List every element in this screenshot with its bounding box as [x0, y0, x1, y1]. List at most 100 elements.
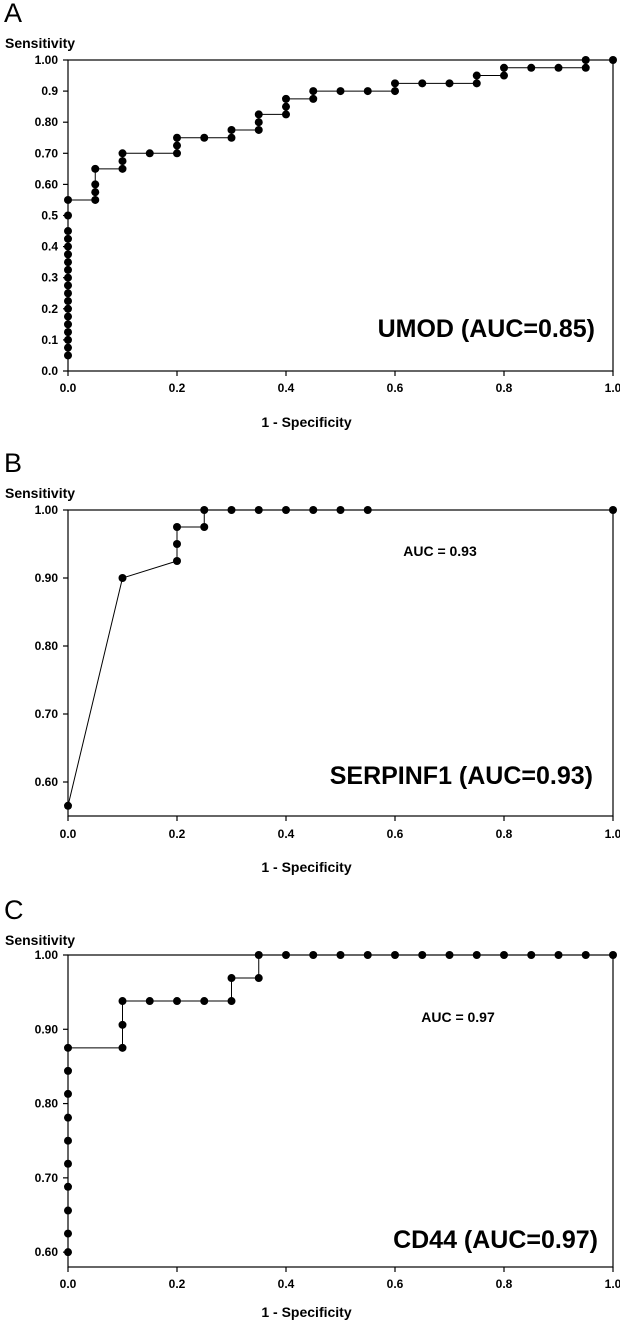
x-tick-label: 1.0 — [605, 827, 620, 841]
panel-c: C 0.60 0.70 0.80 0.90 1.00 0.0 0.2 0.4 0.6 0.8 1.0… — [0, 895, 620, 1327]
roc-point — [64, 1206, 72, 1215]
y-tick-label: 0.70 — [35, 707, 59, 721]
roc-point — [64, 335, 72, 344]
roc-point — [445, 79, 454, 88]
panel-a: A 0.0 0.1 0.2 0.3 0.4 0.5 0.60 0.70 0.80 0.9 1.00 0… — [0, 0, 620, 440]
roc-point — [91, 188, 100, 197]
x-tick-label: 0.4 — [278, 827, 295, 841]
roc-point — [64, 211, 72, 220]
roc-point — [500, 71, 508, 80]
roc-point — [64, 1043, 72, 1052]
roc-point — [336, 951, 345, 959]
x-tick-label: 0.6 — [387, 827, 404, 841]
roc-point — [91, 164, 100, 173]
roc-point — [527, 63, 536, 72]
y-tick-label: 0.3 — [41, 271, 58, 285]
roc-point — [173, 141, 181, 150]
x-tick-label: 0.2 — [169, 827, 186, 841]
roc-chart-serpinf1: 0.60 0.70 0.80 0.90 1.00 0.0 0.2 0.4 0.6 0.8 1.0 Se… — [5, 485, 620, 875]
y-tick-label: 0.60 — [35, 1245, 59, 1259]
roc-point — [64, 801, 72, 810]
roc-point — [472, 71, 481, 80]
roc-point — [309, 506, 318, 514]
x-tick-label: 0.0 — [60, 1277, 77, 1291]
roc-point — [500, 951, 508, 959]
y-axis-label: Sensitivity — [5, 35, 75, 51]
roc-point — [64, 1066, 72, 1075]
x-tick-label: 0.0 — [60, 381, 77, 395]
roc-point — [64, 258, 72, 267]
y-tick-label: 0.80 — [35, 639, 59, 653]
roc-point — [391, 951, 399, 959]
roc-point — [336, 506, 345, 514]
roc-point — [145, 149, 154, 158]
roc-point — [254, 125, 263, 134]
roc-point — [418, 79, 427, 88]
roc-point — [554, 951, 563, 959]
y-tick-label: 0.70 — [35, 146, 59, 160]
x-tick-label: 0.8 — [496, 1277, 513, 1291]
roc-point — [118, 997, 127, 1006]
roc-point — [118, 574, 127, 582]
y-tick-label: 0.5 — [41, 209, 58, 223]
y-tick-label: 0.2 — [41, 302, 58, 316]
roc-point — [64, 250, 72, 259]
roc-point — [309, 87, 318, 96]
roc-point — [173, 523, 181, 531]
roc-point — [91, 195, 100, 204]
roc-point — [336, 87, 345, 96]
y-tick-label: 0.70 — [35, 1171, 59, 1185]
roc-point — [64, 1089, 72, 1098]
roc-point — [64, 297, 72, 306]
x-tick-label: 0.8 — [496, 381, 513, 395]
panel-b: B 0.60 0.70 0.80 0.90 1.00 0.0 0.2 0.4 0.6 0.8 1.0… — [0, 448, 620, 888]
y-tick-label: 0.90 — [35, 571, 59, 585]
x-tick-label: 1.0 — [605, 1277, 620, 1291]
y-tick-label: 0.60 — [35, 775, 59, 789]
y-tick-label: 0.9 — [41, 84, 58, 98]
auc-small-annotation: AUC = 0.93 — [403, 543, 477, 559]
roc-point — [91, 180, 100, 189]
roc-point — [118, 157, 127, 166]
x-axis-label: 1 - Specificity — [261, 859, 351, 875]
roc-point — [500, 63, 508, 72]
roc-point — [227, 133, 236, 142]
roc-point — [254, 118, 263, 127]
roc-chart-umod: 0.0 0.1 0.2 0.3 0.4 0.5 0.60 0.70 0.80 0.9 1.00 0.0… — [5, 35, 620, 430]
roc-point — [391, 87, 399, 96]
roc-point — [227, 506, 236, 514]
roc-point — [282, 951, 290, 959]
roc-point — [64, 1182, 72, 1191]
y-tick-label: 0.0 — [41, 364, 58, 378]
roc-point — [173, 540, 181, 548]
roc-point — [64, 289, 72, 298]
roc-point — [64, 304, 72, 313]
roc-point — [118, 164, 127, 173]
roc-point — [472, 79, 481, 88]
roc-point — [363, 87, 372, 96]
auc-small-annotation: AUC = 0.97 — [421, 1009, 495, 1025]
x-axis-label: 1 - Specificity — [261, 1304, 351, 1320]
roc-point — [64, 1229, 72, 1238]
roc-point — [173, 997, 181, 1006]
y-tick-label: 0.80 — [35, 1097, 59, 1111]
panel-label: B — [4, 448, 23, 478]
roc-point — [445, 951, 454, 959]
auc-annotation: CD44 (AUC=0.97) — [393, 1226, 598, 1254]
y-tick-label: 0.90 — [35, 1022, 59, 1036]
roc-point — [64, 1159, 72, 1168]
roc-point — [227, 997, 236, 1006]
roc-point — [64, 351, 72, 360]
y-axis-label: Sensitivity — [5, 932, 75, 948]
roc-point — [200, 506, 209, 514]
roc-point — [527, 951, 536, 959]
auc-annotation: SERPINF1 (AUC=0.93) — [330, 762, 593, 790]
roc-point — [609, 506, 617, 514]
x-tick-label: 0.2 — [169, 1277, 186, 1291]
roc-point — [64, 265, 72, 274]
roc-point — [64, 343, 72, 352]
y-tick-label: 1.00 — [35, 948, 59, 962]
roc-point — [227, 125, 236, 134]
y-tick-label: 0.80 — [35, 115, 59, 129]
roc-point — [227, 974, 236, 983]
